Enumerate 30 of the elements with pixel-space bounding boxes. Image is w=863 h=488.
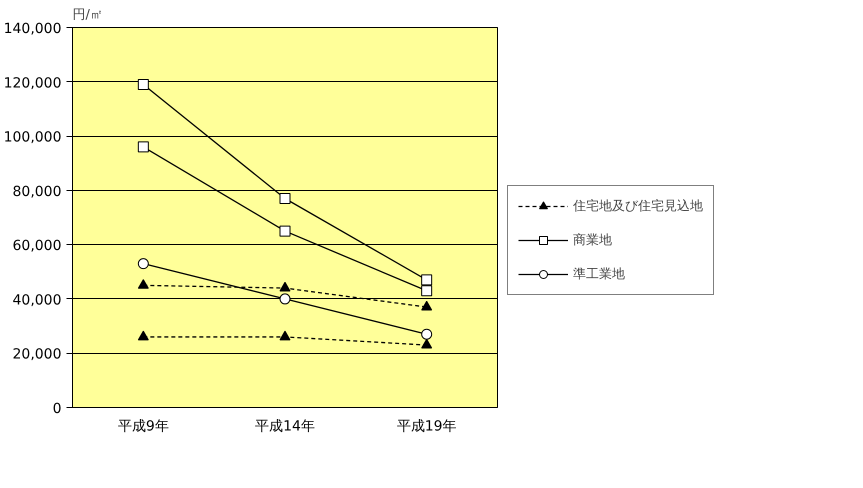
y-tick-label: 120,000 [4, 75, 62, 92]
point [421, 328, 432, 340]
y-axis-title: 円/㎡ [72, 8, 103, 22]
point [280, 193, 290, 204]
y-tick-label: 140,000 [4, 21, 62, 37]
legend-label: 商業地 [573, 232, 612, 250]
point [280, 330, 290, 340]
point [138, 258, 149, 270]
point [138, 141, 149, 152]
y-tick-label: 20,000 [12, 346, 62, 363]
point [421, 338, 432, 348]
point [138, 330, 149, 340]
point [421, 300, 432, 310]
point [138, 79, 149, 90]
point [280, 226, 290, 237]
point [421, 274, 432, 286]
y-tick-label: 60,000 [12, 238, 62, 254]
y-tick-label: 80,000 [12, 184, 62, 200]
y-tick-label: 0 [52, 401, 62, 417]
point [280, 282, 290, 292]
x-tick-label: 平成19年 [396, 418, 457, 434]
legend-label: 準工業地 [573, 266, 625, 284]
legend-label: 住宅地及び住宅見込地 [573, 198, 703, 216]
point [280, 293, 290, 304]
point [421, 285, 432, 296]
x-tick-label: 平成9年 [118, 418, 169, 434]
y-tick-label: 40,000 [12, 292, 62, 308]
x-tick-label: 平成14年 [255, 418, 315, 434]
y-tick-label: 100,000 [4, 130, 62, 146]
point [138, 279, 149, 289]
